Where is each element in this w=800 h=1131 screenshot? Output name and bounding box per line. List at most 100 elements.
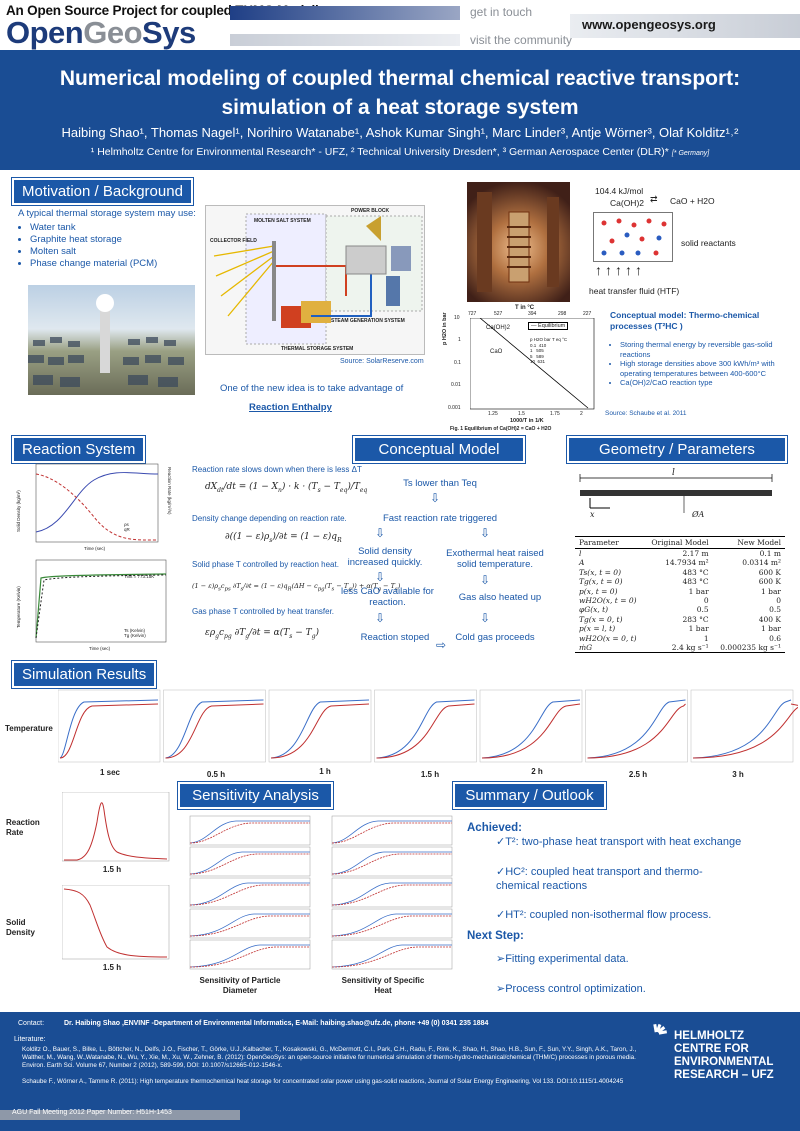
next-step-label: Next Step: <box>467 930 524 942</box>
sensitivity-plot-frame <box>331 815 453 846</box>
arrow-down-icon: ⇩ <box>480 526 491 540</box>
reaction-schematic: 104.4 kJ/mol Ca(OH)2 ⇄ CaO + H2O solid r… <box>589 186 736 296</box>
literature-ref-1: Kolditz O., Bauer, S., Bilke, L., Böttch… <box>22 1046 637 1069</box>
time-label: 1.5 h <box>420 770 440 779</box>
sensitivity-line <box>331 946 452 968</box>
sensitivity-line <box>331 915 452 937</box>
solid-temperature-line <box>481 699 581 759</box>
sensitivity-line <box>331 913 452 937</box>
sensitivity-line <box>331 851 452 875</box>
sensitivity-line <box>331 822 452 844</box>
sensitivity-plot-frame <box>189 939 311 970</box>
storage-list: Water tank Graphite heat storage Molten … <box>30 222 157 270</box>
concept-node-4: Exothermal heat raised solid temperature… <box>446 548 544 570</box>
geometry-sketch: l x ØA <box>572 468 787 528</box>
gas-temperature-line <box>587 703 686 759</box>
helmholtz-name: HELMHOLTZ CENTRE FOR ENVIRONMENTAL RESEARCH… <box>674 1030 774 1081</box>
equation-2: ∂((1 − ε)ρs)/∂t = (1 − ε)qR <box>225 532 342 544</box>
concept-node-6: Gas also heated up <box>458 592 542 603</box>
helmholtz-logo-icon <box>645 1022 670 1047</box>
concept-node-2: Fast reaction rate triggered <box>382 513 498 524</box>
diagram-source: Source: SolarReserve.com <box>340 358 424 365</box>
solid-temperature-line <box>270 699 370 759</box>
gas-temperature-line <box>165 703 264 759</box>
list-item: Ca(OH)2/CaO reaction type <box>620 378 792 388</box>
achievement-1: ✓T²: two-phase heat transport with heat … <box>496 836 742 848</box>
gas-temperature-line <box>59 703 159 759</box>
arrow-right-icon: ⇨ <box>436 638 447 652</box>
temperature-snapshots <box>57 688 800 768</box>
reaction-text-4: Gas phase T controlled by heat transfer. <box>192 607 335 616</box>
equilibrium-chart: T in °C 727 527 394 298 227 10 1 0.1 0.0… <box>442 305 600 435</box>
get-in-touch-link[interactable]: get in touch <box>470 5 533 19</box>
sensitivity-line <box>189 822 310 844</box>
temperature-plot-frame <box>479 689 583 763</box>
tcm-source: Source: Schaube et al. 2011 <box>605 410 687 417</box>
sensitivity-line <box>189 915 310 937</box>
time-label: 2 h <box>531 767 543 776</box>
reaction-enthalpy: Reaction Enthalpy <box>249 402 332 413</box>
contact-label: Contact: <box>18 1020 45 1027</box>
rate-time-label: 1.5 h <box>102 865 122 874</box>
table-row: l 2.17 m 0.1 m <box>579 549 781 558</box>
equilibrium-table: p H2O bar T eq °C 0.1 410 1 505 5 589 10… <box>530 337 568 364</box>
sensitivity-line <box>189 853 310 875</box>
idea-text: One of the new idea is to take advantage… <box>220 383 404 394</box>
time-label: 1 sec <box>99 768 121 777</box>
density-label: Solid Density <box>6 918 35 937</box>
table-row: ṁG 2.4 kg s⁻¹ 0.000235 kg s⁻¹ <box>575 643 785 654</box>
parameter-table: Parameter Original Model New Model l 2.17 m… <box>575 536 785 654</box>
list-item: Water tank <box>30 222 157 234</box>
achievement-3: ✓HT²: coupled non-isothermal flow proces… <box>496 909 712 921</box>
literature-ref-2: Schaube F., Wörner A., Tamme R. (2011): … <box>22 1078 624 1085</box>
temperature-plot-frame <box>585 689 688 763</box>
reaction-heading: Reaction System <box>12 436 146 463</box>
nav-bar-decor <box>230 6 460 20</box>
meeting-info: AGU Fall Meeting 2012 Paper Number: H51H… <box>12 1109 172 1116</box>
list-item: High storage densities above 300 kWh/m³ … <box>620 359 792 378</box>
geometry-heading: Geometry / Parameters <box>567 436 787 463</box>
website-url[interactable]: www.opengeosys.org <box>582 17 716 32</box>
table-row: Ts(x, t = 0) 483 °C 600 K <box>579 567 781 577</box>
concept-heading: Conceptual Model <box>353 436 525 463</box>
time-label: 0.5 h <box>206 770 226 779</box>
sensitivity-caption-2: Sensitivity of Specific Heat <box>341 976 425 995</box>
authors: Haibing Shao¹, Thomas Nagel¹, Norihiro W… <box>61 125 739 140</box>
particle-diameter-plots <box>178 814 313 974</box>
literature-label: Literature: <box>14 1036 46 1043</box>
table-row: Tg(x, t = 0) 483 °C 600 K <box>579 577 781 587</box>
reactor-photo <box>467 182 570 302</box>
density-rate-plot: ρs qR Time (sec) Solid Density (kg/m³) Re… <box>14 462 184 554</box>
table-row: p(x, t = 0) 1 bar 1 bar <box>579 586 781 596</box>
sensitivity-line <box>189 913 310 937</box>
density-time-label: 1.5 h <box>102 963 122 972</box>
tcm-bullets: Storing thermal energy by reversible gas… <box>620 340 792 388</box>
sensitivity-plot-frame <box>189 877 311 908</box>
poster-title: Numerical modeling of coupled thermal ch… <box>59 67 741 119</box>
visit-community-link[interactable]: visit the community <box>470 33 573 47</box>
motivation-heading: Motivation / Background <box>12 178 193 205</box>
equation-3: (1 − ε)ρscps ∂Ts/∂t = (1 − ε)qR(ΔH − cpg… <box>192 582 401 593</box>
temperature-plot-frame <box>690 689 794 763</box>
achievement-2: ✓HC²: coupled heat transport and thermo-… <box>496 866 703 892</box>
list-item: Molten salt <box>30 246 157 258</box>
simulation-heading: Simulation Results <box>12 661 157 688</box>
sensitivity-line <box>331 853 452 875</box>
sensitivity-plot-frame <box>331 877 453 908</box>
gas-temperature-line <box>270 703 370 759</box>
solid-density-plot <box>61 884 170 960</box>
achieved-label: Achieved: <box>467 822 522 834</box>
tcm-heading: Conceptual model: Thermo-chemical proces… <box>610 310 760 331</box>
opengeosys-logo[interactable]: OpenGeoSys <box>6 15 196 50</box>
sensitivity-line <box>189 851 310 875</box>
concept-node-3: Solid density increased quickly. <box>347 546 423 568</box>
sensitivity-line <box>331 944 452 968</box>
meeting-bar <box>0 1110 240 1120</box>
gas-temperature-line <box>481 703 581 759</box>
table-row: wH2O(x, t = 0) 0 0 <box>579 596 781 606</box>
temperature-plot-frame <box>57 689 161 763</box>
sensitivity-line <box>189 884 310 906</box>
title-band <box>0 50 800 170</box>
solid-temperature-line <box>376 699 475 759</box>
contact-info[interactable]: Dr. Haibing Shao ,ENVINF -Department of … <box>64 1020 489 1027</box>
